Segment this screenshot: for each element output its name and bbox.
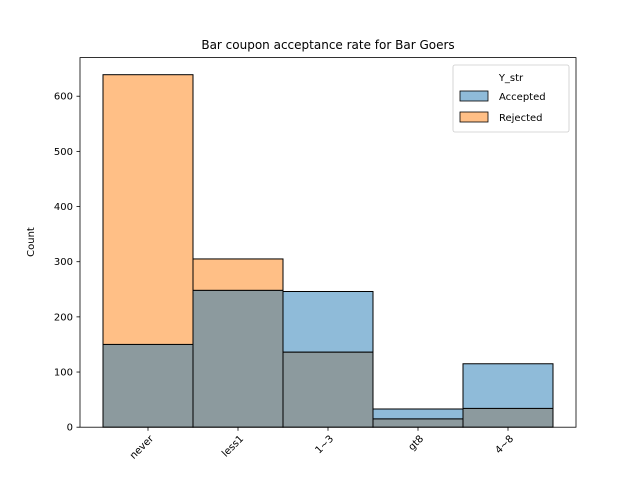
y-tick-label: 100 [54, 368, 73, 379]
bar-rejected-never [102, 74, 194, 345]
x-tick-label: 4~8 [493, 434, 516, 457]
bar-rejected-less1 [192, 258, 284, 291]
bar-overlap-never [102, 343, 194, 428]
legend-label-rejected: Rejected [499, 113, 543, 124]
bars-layer [102, 74, 554, 428]
bar-overlap-4-8 [462, 407, 554, 428]
y-tick-label: 200 [54, 312, 73, 323]
x-tick-label: less1 [220, 434, 246, 460]
legend: Y_str Accepted Rejected [452, 64, 570, 133]
bar-accepted-gt8 [372, 408, 464, 420]
y-tick-label: 300 [54, 257, 73, 268]
chart-title: Bar coupon acceptance rate for Bar Goers [201, 38, 454, 52]
y-tick-label: 0 [67, 423, 73, 434]
bar-overlap-1-3 [282, 351, 374, 428]
bar-overlap-less1 [192, 289, 284, 428]
x-tick-label: gt8 [407, 434, 427, 454]
x-tick-label: never [128, 433, 157, 462]
bar-accepted-1-3 [282, 290, 374, 353]
bar-accepted-4-8 [462, 363, 554, 409]
x-tick-label: 1~3 [313, 434, 336, 457]
legend-swatch-accepted [459, 90, 489, 102]
x-axis: never less1 1~3 gt8 4~8 [128, 427, 516, 462]
legend-label-accepted: Accepted [499, 92, 546, 103]
legend-title: Y_str [498, 73, 524, 84]
y-tick-label: 400 [54, 202, 73, 213]
y-axis-label: Count [26, 227, 37, 257]
y-tick-label: 600 [54, 92, 73, 103]
y-axis: 0 100 200 300 400 500 600 [54, 92, 80, 434]
y-tick-label: 500 [54, 147, 73, 158]
legend-swatch-rejected [459, 111, 489, 123]
bar-overlap-gt8 [372, 418, 464, 428]
